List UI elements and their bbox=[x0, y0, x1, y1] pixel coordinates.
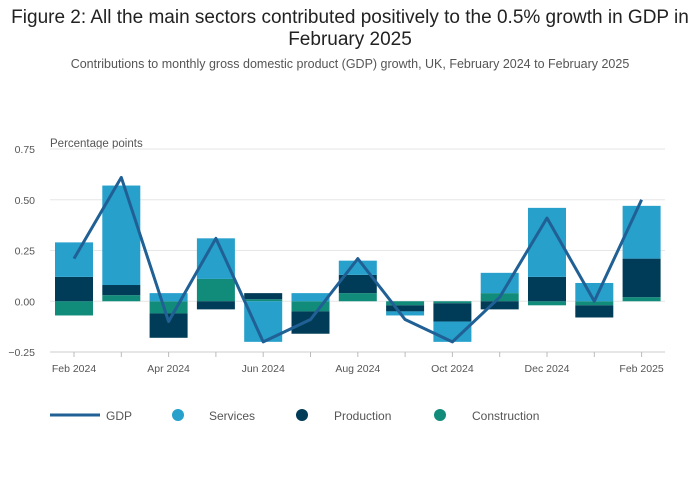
bar-services bbox=[338, 260, 377, 275]
bar-construction bbox=[244, 299, 283, 302]
y-axis-label: Percentage points bbox=[50, 138, 143, 150]
x-tick-label: Feb 2024 bbox=[52, 363, 97, 375]
y-tick-label: 0.00 bbox=[15, 296, 36, 308]
x-axis: Feb 2024 Apr 2024 Jun 2024 Aug 2024 Oct 2024… bbox=[52, 352, 664, 375]
bar-services bbox=[480, 272, 519, 294]
x-tick-label: Apr 2024 bbox=[147, 363, 190, 375]
bar-services bbox=[433, 321, 472, 342]
bar-production bbox=[480, 301, 519, 310]
bar-services bbox=[196, 238, 235, 279]
bar-services bbox=[622, 205, 661, 259]
bar-construction bbox=[291, 301, 330, 312]
bar-construction bbox=[575, 301, 614, 306]
legend: GDP Services Production Construction bbox=[50, 409, 539, 423]
bar-construction bbox=[338, 293, 377, 302]
bar-construction bbox=[55, 301, 93, 316]
legend-services-swatch bbox=[172, 409, 184, 421]
gridlines bbox=[50, 148, 665, 353]
legend-gdp-label: GDP bbox=[106, 409, 132, 423]
chart-title: Figure 2: All the main sectors contribut… bbox=[11, 7, 689, 50]
bar-services bbox=[55, 242, 93, 277]
x-tick-label: Jun 2024 bbox=[242, 363, 285, 375]
bar-production bbox=[196, 301, 235, 310]
bar-production bbox=[575, 305, 614, 318]
x-tick-label: Dec 2024 bbox=[525, 363, 570, 375]
bar-services bbox=[291, 293, 330, 302]
bar-construction bbox=[149, 301, 188, 314]
y-tick-label: 0.75 bbox=[15, 144, 36, 156]
bar-production bbox=[622, 258, 661, 298]
bar-production bbox=[528, 276, 566, 302]
bar-construction bbox=[528, 301, 566, 306]
x-tick-label: Oct 2024 bbox=[431, 363, 474, 375]
bar-production bbox=[291, 311, 330, 334]
bar-production bbox=[386, 305, 425, 312]
chart-subtitle: Contributions to monthly gross domestic … bbox=[70, 57, 630, 71]
bar-production bbox=[102, 285, 141, 296]
y-tick-label: −0.25 bbox=[8, 347, 35, 359]
y-axis-ticks: 0.75 0.50 0.25 0.00 −0.25 bbox=[8, 144, 35, 359]
legend-construction-swatch bbox=[434, 409, 446, 421]
x-tick-label: Aug 2024 bbox=[335, 363, 380, 375]
bar-construction bbox=[102, 295, 141, 302]
gdp-line bbox=[72, 175, 643, 344]
bar-construction bbox=[622, 297, 661, 302]
legend-construction-label: Construction bbox=[472, 409, 539, 423]
bar-production bbox=[433, 303, 472, 322]
legend-services-label: Services bbox=[209, 409, 255, 423]
bar-construction bbox=[386, 301, 425, 306]
bar-services bbox=[386, 311, 425, 316]
bar-construction bbox=[433, 301, 472, 304]
y-tick-label: 0.50 bbox=[15, 195, 36, 207]
bar-construction bbox=[196, 278, 235, 302]
legend-production-swatch bbox=[296, 409, 308, 421]
legend-production-label: Production bbox=[334, 409, 391, 423]
bar-production bbox=[244, 293, 283, 300]
bar-production bbox=[55, 276, 93, 302]
bars bbox=[55, 185, 661, 342]
y-tick-label: 0.25 bbox=[15, 246, 36, 258]
x-tick-label: Feb 2025 bbox=[619, 363, 664, 375]
bar-production bbox=[338, 274, 377, 294]
bar-services bbox=[149, 293, 188, 302]
gdp-line-path bbox=[72, 175, 643, 344]
